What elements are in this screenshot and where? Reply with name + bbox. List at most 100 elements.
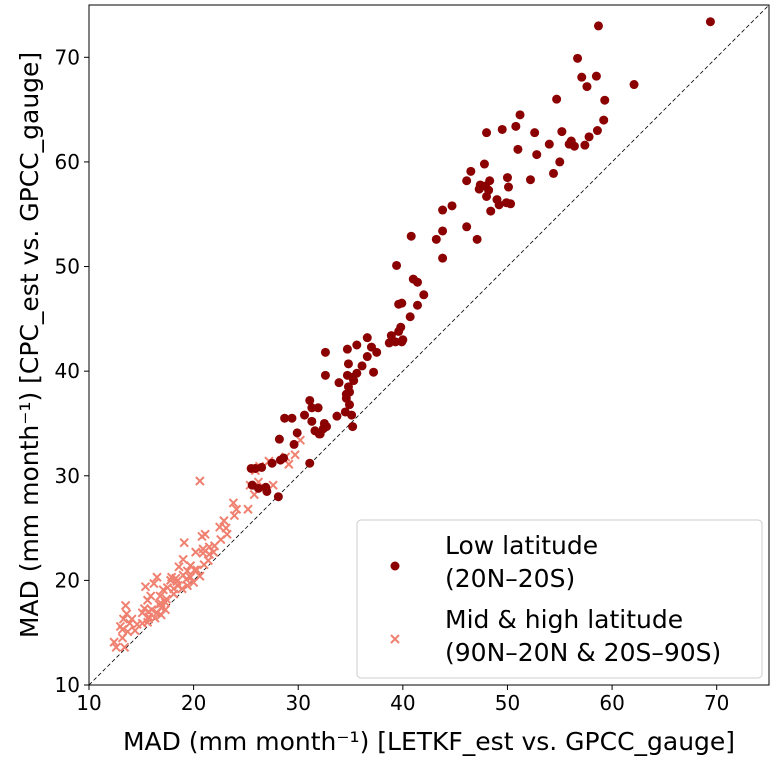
x-tick-label: 20 [181, 691, 206, 715]
data-point-low-latitude [479, 159, 489, 169]
legend-marker-low-latitude [390, 561, 400, 571]
data-point-mid-high-latitude [177, 584, 187, 594]
data-point-mid-high-latitude [178, 554, 188, 565]
data-point-low-latitude [320, 347, 330, 357]
data-point-low-latitude [362, 352, 372, 362]
data-point-low-latitude [307, 403, 317, 413]
data-point-low-latitude [386, 331, 396, 341]
data-point-low-latitude [580, 140, 590, 150]
data-point-low-latitude [342, 370, 352, 380]
data-point-low-latitude [287, 413, 297, 423]
data-point-low-latitude [462, 222, 472, 232]
data-point-low-latitude [343, 359, 353, 369]
data-point-low-latitude [362, 333, 372, 343]
data-point-low-latitude [566, 136, 576, 146]
data-point-low-latitude [584, 132, 594, 142]
reference-line-y-equals-x [88, 4, 770, 686]
data-point-low-latitude [405, 312, 415, 322]
data-point-mid-high-latitude [118, 614, 129, 624]
x-tick-label: 50 [495, 691, 520, 715]
legend: Low latitude (20N–20S) Mid & high latitu… [356, 519, 763, 679]
data-point-mid-high-latitude [195, 476, 205, 486]
data-point-mid-high-latitude [130, 625, 140, 636]
data-point-low-latitude [305, 395, 315, 405]
x-tick-label: 60 [599, 691, 624, 715]
data-point-low-latitude [486, 206, 496, 216]
data-point-low-latitude [515, 110, 525, 120]
ticks-layer: 10 20 30 40 50 60 70 10 20 30 40 50 60 70 [55, 45, 730, 715]
data-point-low-latitude [466, 166, 476, 176]
data-point-low-latitude [394, 326, 404, 336]
y-tick-label: 30 [55, 464, 80, 488]
data-point-low-latitude [273, 492, 283, 502]
data-point-low-latitude [629, 80, 639, 90]
data-point-low-latitude [369, 367, 379, 377]
data-point-low-latitude [392, 260, 402, 270]
data-point-low-latitude [511, 121, 521, 131]
data-point-low-latitude [438, 205, 448, 215]
data-point-mid-high-latitude [188, 577, 199, 588]
data-point-low-latitude [406, 231, 416, 241]
data-point-mid-high-latitude [125, 618, 135, 628]
y-tick-label: 70 [55, 45, 80, 69]
y-tick-label: 20 [55, 568, 80, 592]
legend-label-mid-high-latitude-line1: Mid & high latitude [445, 605, 683, 634]
data-point-low-latitude [525, 175, 535, 185]
data-point-low-latitude [253, 483, 263, 493]
data-point-mid-high-latitude [117, 633, 128, 643]
data-point-mid-high-latitude [197, 531, 207, 542]
data-point-low-latitude [573, 53, 583, 63]
data-point-mid-high-latitude [119, 642, 130, 653]
data-point-low-latitude [506, 199, 516, 209]
data-point-low-latitude [313, 403, 323, 413]
data-point-low-latitude [307, 416, 317, 426]
y-tick-label: 40 [55, 359, 80, 383]
data-point-low-latitude [482, 128, 492, 138]
data-point-low-latitude [593, 21, 603, 31]
data-point-low-latitude [552, 94, 562, 104]
data-point-low-latitude [494, 200, 504, 210]
data-point-low-latitude [530, 128, 540, 138]
y-tick-label: 50 [55, 255, 80, 279]
x-tick-label: 10 [76, 691, 101, 715]
legend-label-mid-high-latitude-line2: (90N–20N & 20S–90S) [445, 638, 721, 667]
data-point-mid-high-latitude [120, 600, 131, 611]
data-point-low-latitude [544, 139, 554, 149]
data-point-low-latitude [412, 300, 422, 310]
data-point-low-latitude [462, 176, 472, 186]
data-point-low-latitude [250, 463, 260, 473]
data-point-low-latitude [412, 277, 422, 287]
data-point-low-latitude [504, 182, 514, 192]
data-point-mid-high-latitude [158, 585, 168, 595]
data-point-low-latitude [348, 422, 358, 432]
data-point-mid-high-latitude [111, 642, 121, 653]
data-point-low-latitude [274, 434, 284, 444]
data-point-mid-high-latitude [243, 504, 253, 514]
data-point-mid-high-latitude [231, 504, 242, 514]
data-point-low-latitude [352, 368, 362, 378]
data-point-mid-high-latitude [152, 572, 162, 582]
data-point-mid-high-latitude [140, 581, 151, 592]
data-point-mid-high-latitude [191, 547, 201, 557]
data-point-low-latitude [334, 378, 344, 388]
data-point-low-latitude [438, 226, 448, 236]
data-point-mid-high-latitude [115, 621, 126, 632]
data-point-low-latitude [344, 387, 354, 397]
data-point-mid-high-latitude [149, 578, 159, 589]
data-point-low-latitude [532, 150, 542, 160]
data-point-low-latitude [315, 429, 325, 439]
legend-box [356, 519, 763, 679]
y-tick-label: 60 [55, 150, 80, 174]
data-point-low-latitude [262, 486, 272, 496]
data-point-low-latitude [582, 82, 592, 92]
data-point-low-latitude [599, 115, 609, 125]
x-tick-label: 70 [704, 691, 729, 715]
data-point-low-latitude [548, 168, 558, 178]
data-point-low-latitude [352, 340, 362, 350]
data-point-mid-high-latitude [179, 538, 189, 548]
data-point-low-latitude [321, 422, 331, 432]
data-point-low-latitude [419, 290, 429, 300]
data-point-low-latitude [447, 201, 457, 211]
data-point-low-latitude [577, 72, 587, 82]
